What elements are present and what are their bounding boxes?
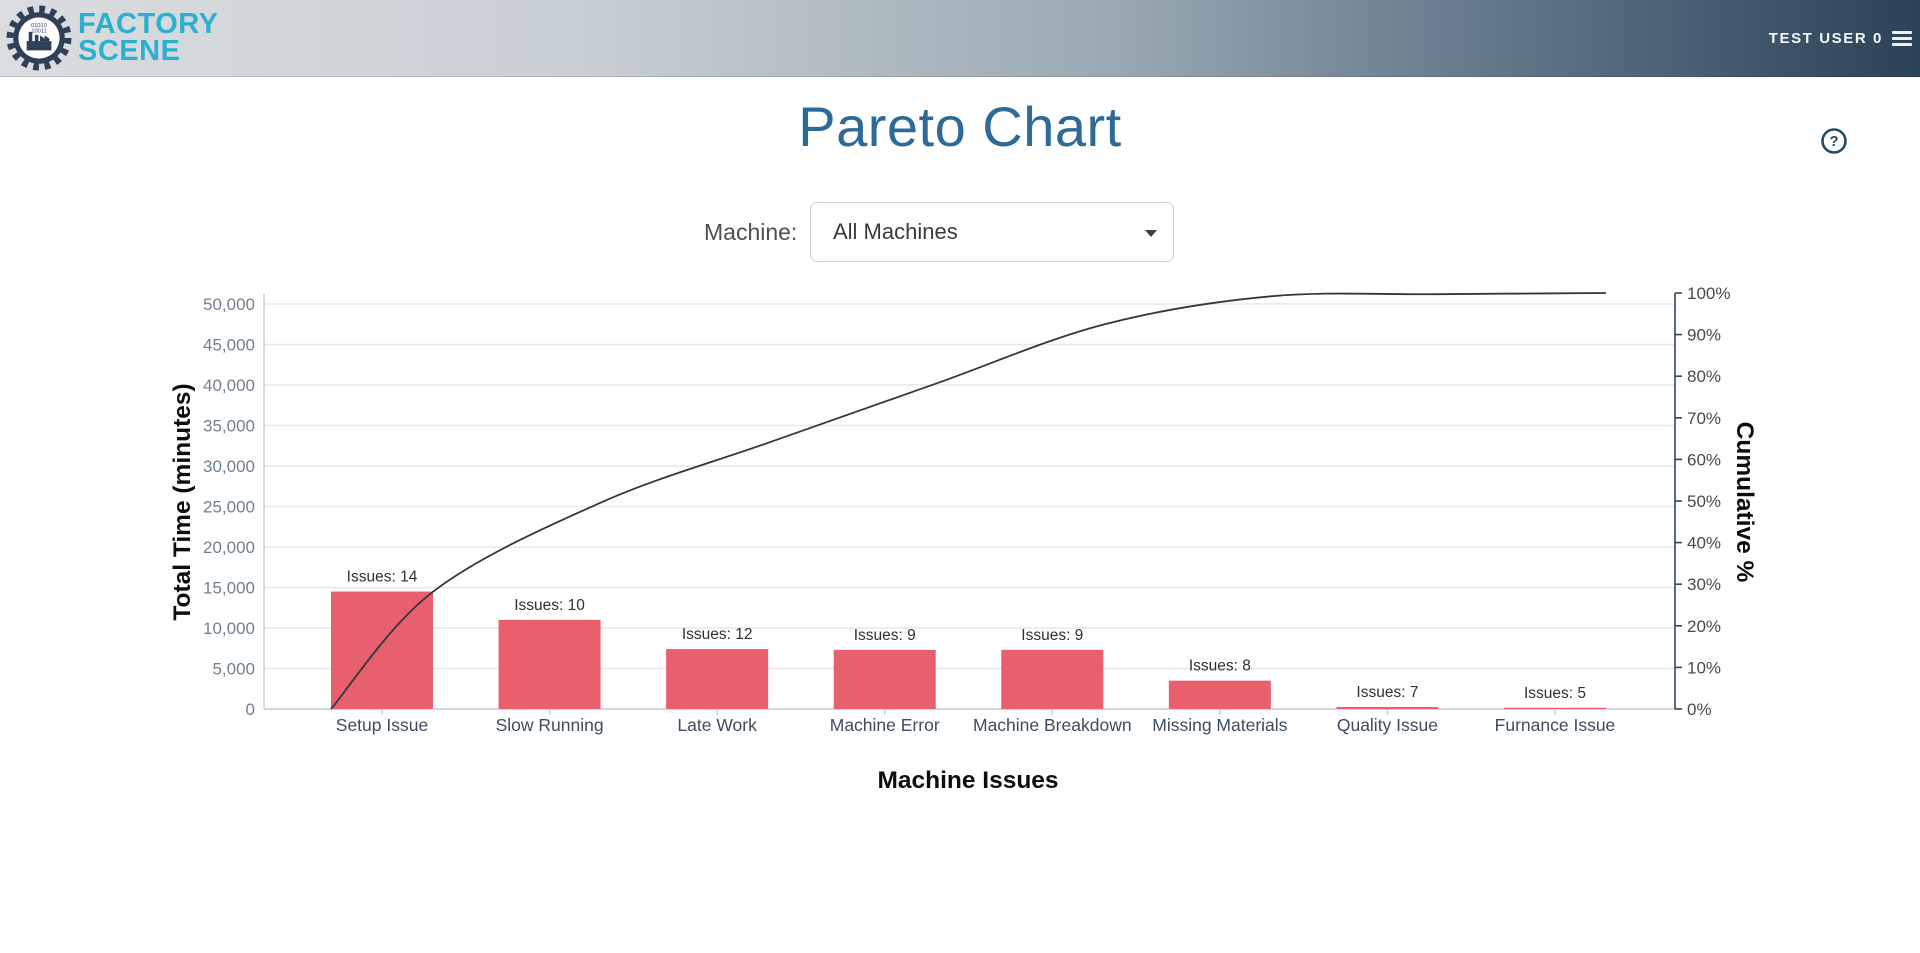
y-right-tick-label: 90% [1687,326,1721,345]
x-category-label: Slow Running [496,715,604,735]
y-left-tick-label: 5,000 [212,660,255,679]
x-category-label: Furnance Issue [1495,715,1616,735]
svg-text:10011: 10011 [31,28,46,34]
y-right-tick-label: 100% [1687,284,1730,303]
brand-name: FACTORY SCENE [78,8,219,67]
x-category-label: Setup Issue [336,715,428,735]
chevron-down-icon [1145,230,1157,237]
user-name-label: TEST USER 0 [1768,30,1883,47]
bar-issues-label: Issues: 7 [1356,684,1418,701]
brand-line-1: FACTORY [78,8,219,40]
y-left-tick-label: 30,000 [203,457,255,476]
hamburger-menu-icon[interactable] [1892,31,1912,46]
y-left-tick-label: 10,000 [203,619,255,638]
bar-issues-label: Issues: 9 [854,627,916,644]
pareto-bar [331,591,433,709]
y-right-tick-label: 20% [1687,617,1721,636]
question-circle-icon: ? [1821,128,1847,154]
y-left-tick-label: 0 [246,700,255,719]
pareto-chart: 0 5,000 10,000 15,000 20,000 25,000 30,000 35,0… [0,230,1920,840]
svg-text:01010: 01010 [31,23,47,29]
y-left-tick-label: 45,000 [203,336,255,355]
y-right-tick-label: 50% [1687,492,1721,511]
y-left-tick-label: 35,000 [203,417,255,436]
y-left-tick-label: 50,000 [203,295,255,314]
y-left-tick-label: 25,000 [203,498,255,517]
y-left-tick-label: 40,000 [203,376,255,395]
y-right-tick-label: 80% [1687,367,1721,386]
x-category-label: Machine Breakdown [973,715,1132,735]
help-button[interactable]: ? [1819,126,1849,156]
bar-issues-label: Issues: 8 [1189,658,1251,675]
pareto-bar [1168,680,1271,709]
y-right-tick-label: 0% [1687,700,1712,719]
machine-filter-label: Machine: [704,219,798,245]
bar-issues-label: Issues: 12 [682,626,753,643]
x-category-label: Quality Issue [1337,715,1438,735]
x-axis-title: Machine Issues [877,767,1058,794]
y-right-axis-title: Cumulative % [1731,422,1758,583]
y-right-tick-label: 30% [1687,575,1721,594]
pareto-bar [1336,706,1439,709]
bar-issues-label: Issues: 9 [1021,627,1083,644]
y-left-tick-label: 15,000 [203,579,255,598]
y-right-tick-label: 40% [1687,534,1721,553]
page-title: Pareto Chart [798,95,1122,158]
y-right-tick-label: 10% [1687,658,1721,677]
pareto-bar [833,649,936,709]
bar-issues-label: Issues: 10 [514,597,585,614]
pareto-bar [1503,707,1606,709]
brand-logo[interactable]: 01010 10011 FACTORY SCENE [6,5,218,71]
y-left-tick-label: 20,000 [203,538,255,557]
user-menu[interactable]: TEST USER 0 [1769,0,1912,77]
y-right-tick-label: 60% [1687,450,1721,469]
app-header: 01010 10011 FACTORY SCENE TEST USER 0 [0,0,1920,77]
svg-text:?: ? [1830,134,1839,150]
pareto-bar [1001,649,1104,709]
machine-select-dropdown[interactable]: All Machines [810,202,1174,262]
pareto-bar [666,649,769,709]
factory-gear-icon: 01010 10011 [6,5,72,71]
brand-line-2: SCENE [78,35,181,67]
bar-issues-label: Issues: 5 [1524,685,1586,702]
cumulative-line [330,292,1607,710]
bar-issues-label: Issues: 14 [347,569,418,586]
x-category-label: Missing Materials [1152,715,1287,735]
x-category-label: Machine Error [830,715,940,735]
pareto-bar [498,619,601,709]
x-category-label: Late Work [677,715,757,735]
y-right-tick-label: 70% [1687,409,1721,428]
machine-select-value: All Machines [833,219,958,244]
y-left-axis-title: Total Time (minutes) [169,383,196,620]
